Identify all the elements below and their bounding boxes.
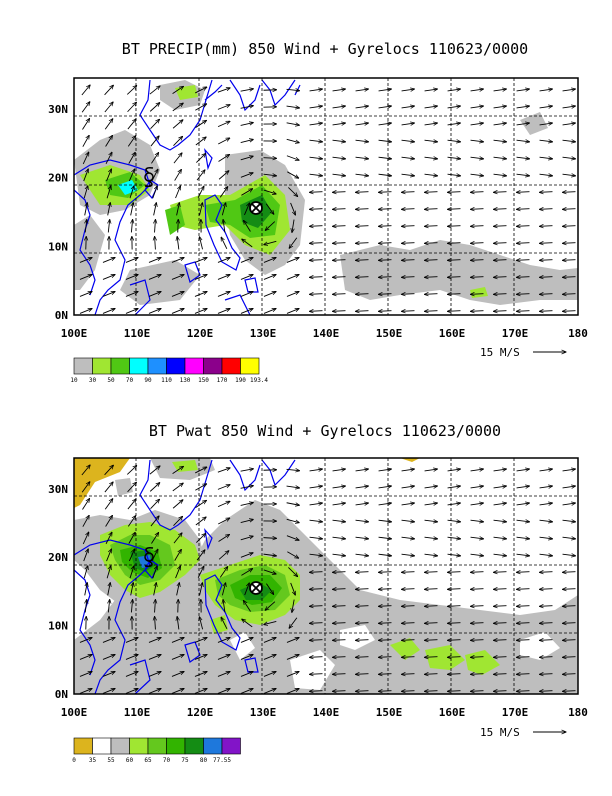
colorbar-label: 50 — [107, 377, 115, 384]
x-tick-label: 180 — [568, 327, 588, 340]
x-tick-label: 170E — [502, 706, 529, 719]
reference-vector-label: 15 M/S — [480, 346, 520, 359]
x-tick-label: 130E — [250, 706, 277, 719]
x-tick-label: 180 — [568, 706, 588, 719]
x-tick-label: 100E — [61, 706, 88, 719]
x-tick-label: 120E — [187, 706, 214, 719]
colorbar-label: 10 — [70, 377, 78, 384]
colorbar-swatch — [93, 358, 112, 374]
colorbar-label: 130 — [180, 377, 191, 384]
x-tick-label: 110E — [124, 706, 151, 719]
x-tick-label: 120E — [187, 327, 214, 340]
wind-arrow — [264, 90, 277, 91]
colorbar-swatch — [148, 738, 167, 754]
map-area — [74, 78, 578, 315]
reference-vector-label: 15 M/S — [480, 726, 520, 739]
colorbar-label: 190 — [235, 377, 246, 384]
colorbar-swatch — [222, 358, 241, 374]
x-tick-label: 150E — [376, 327, 403, 340]
colorbar-label: 0 — [72, 757, 76, 764]
colorbar-label: 193.4 — [250, 377, 268, 384]
x-tick-label: 130E — [250, 327, 277, 340]
y-tick-label: 10N — [48, 240, 68, 253]
y-tick-label: 10N — [48, 620, 68, 633]
colorbar-swatch — [185, 738, 204, 754]
colorbar-swatch — [111, 738, 130, 754]
colorbar-swatch — [130, 738, 149, 754]
panel-pwat: BT Pwat 850 Wind + Gyrelocs 110623/0000 — [48, 422, 588, 764]
colorbar-swatch — [204, 358, 223, 374]
colorbar-swatch — [130, 358, 149, 374]
colorbar-label: 55 — [107, 757, 115, 764]
colorbar-label: 70 — [126, 377, 134, 384]
panel-precip: BT PRECIP(mm) 850 Wind + Gyrelocs 110623… — [48, 40, 588, 384]
colorbar-label: 77.55 — [213, 757, 231, 764]
colorbar-swatch — [185, 358, 204, 374]
x-tick-label: 100E — [61, 327, 88, 340]
gyre-center-symbol — [250, 582, 262, 594]
colorbar-swatch — [167, 738, 186, 754]
colorbar-swatch — [241, 358, 260, 374]
colorbar: 0 35 55 60 65 70 75 80 77.55 — [72, 738, 240, 764]
reference-vector: 15 M/S — [480, 726, 566, 739]
colorbar-swatch — [111, 358, 130, 374]
reference-vector: 15 M/S — [480, 346, 566, 359]
panel-title: BT Pwat 850 Wind + Gyrelocs 110623/0000 — [149, 422, 501, 440]
y-tick-label: 30N — [48, 483, 68, 496]
x-tick-label: 150E — [376, 706, 403, 719]
colorbar-label: 35 — [89, 757, 97, 764]
y-tick-label: 0N — [55, 309, 68, 322]
colorbar-swatch — [148, 358, 167, 374]
colorbar-label: 30 — [89, 377, 97, 384]
colorbar-label: 70 — [163, 757, 171, 764]
x-tick-label: 140E — [313, 706, 340, 719]
colorbar-label: 150 — [198, 377, 209, 384]
map-area — [74, 458, 578, 694]
colorbar-swatch — [204, 738, 223, 754]
colorbar-label: 90 — [144, 377, 152, 384]
panel-title: BT PRECIP(mm) 850 Wind + Gyrelocs 110623… — [122, 40, 528, 58]
colorbar-swatch — [74, 358, 93, 374]
colorbar-swatch — [74, 738, 93, 754]
wind-arrow — [178, 220, 179, 233]
x-tick-label: 140E — [313, 327, 340, 340]
colorbar-label: 75 — [181, 757, 189, 764]
colorbar-swatch — [93, 738, 112, 754]
gyre-center-symbol — [250, 202, 262, 214]
y-tick-label: 20N — [48, 172, 68, 185]
colorbar-label: 65 — [144, 757, 152, 764]
x-tick-label: 160E — [439, 706, 466, 719]
colorbar-label: 170 — [217, 377, 228, 384]
x-tick-label: 170E — [502, 327, 529, 340]
colorbar-swatch — [222, 738, 241, 754]
x-tick-label: 160E — [439, 327, 466, 340]
colorbar-swatch — [167, 358, 186, 374]
wind-arrow — [264, 470, 277, 471]
y-tick-label: 20N — [48, 551, 68, 564]
colorbar: 10 30 50 70 90 110 130 150 170 190 193.4 — [70, 358, 268, 384]
x-tick-label: 110E — [124, 327, 151, 340]
y-tick-label: 0N — [55, 688, 68, 701]
colorbar-label: 60 — [126, 757, 134, 764]
colorbar-label: 110 — [161, 377, 172, 384]
y-tick-label: 30N — [48, 103, 68, 116]
colorbar-label: 80 — [200, 757, 208, 764]
